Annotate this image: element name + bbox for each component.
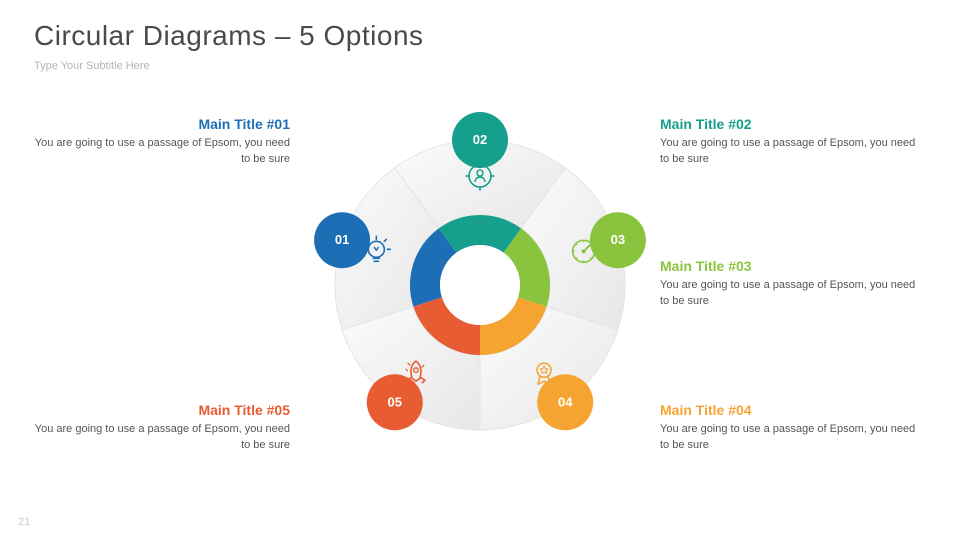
subtitle: Type Your Subtitle Here: [34, 60, 150, 72]
diagram-svg: 01 02 03 04 05: [310, 100, 650, 460]
bubble-label-01: 01: [335, 232, 349, 247]
callout-05: Main Title #05 You are going to use a pas…: [30, 402, 290, 454]
bubble-label-02: 02: [473, 132, 487, 147]
callout-title: Main Title #01: [30, 116, 290, 132]
slide: Circular Diagrams – 5 Options Type Your …: [0, 0, 960, 540]
page-title: Circular Diagrams – 5 Options: [34, 20, 424, 52]
callout-01: Main Title #01 You are going to use a pas…: [30, 116, 290, 168]
bubble-label-04: 04: [558, 394, 573, 409]
callout-title: Main Title #05: [30, 402, 290, 418]
bubble-label-05: 05: [388, 394, 402, 409]
center-hole: [440, 245, 520, 325]
callout-desc: You are going to use a passage of Epsom,…: [30, 422, 290, 454]
callout-desc: You are going to use a passage of Epsom,…: [660, 278, 920, 310]
page-number: 21: [18, 516, 30, 528]
bubble-label-03: 03: [611, 232, 625, 247]
callout-title: Main Title #02: [660, 116, 920, 132]
callout-04: Main Title #04 You are going to use a pas…: [660, 402, 920, 454]
callout-desc: You are going to use a passage of Epsom,…: [660, 136, 920, 168]
callout-02: Main Title #02 You are going to use a pas…: [660, 116, 920, 168]
circular-diagram: 01 02 03 04 05: [310, 100, 650, 460]
callout-title: Main Title #04: [660, 402, 920, 418]
callout-desc: You are going to use a passage of Epsom,…: [660, 422, 920, 454]
callout-title: Main Title #03: [660, 258, 920, 274]
callout-desc: You are going to use a passage of Epsom,…: [30, 136, 290, 168]
callout-03: Main Title #03 You are going to use a pas…: [660, 258, 920, 310]
